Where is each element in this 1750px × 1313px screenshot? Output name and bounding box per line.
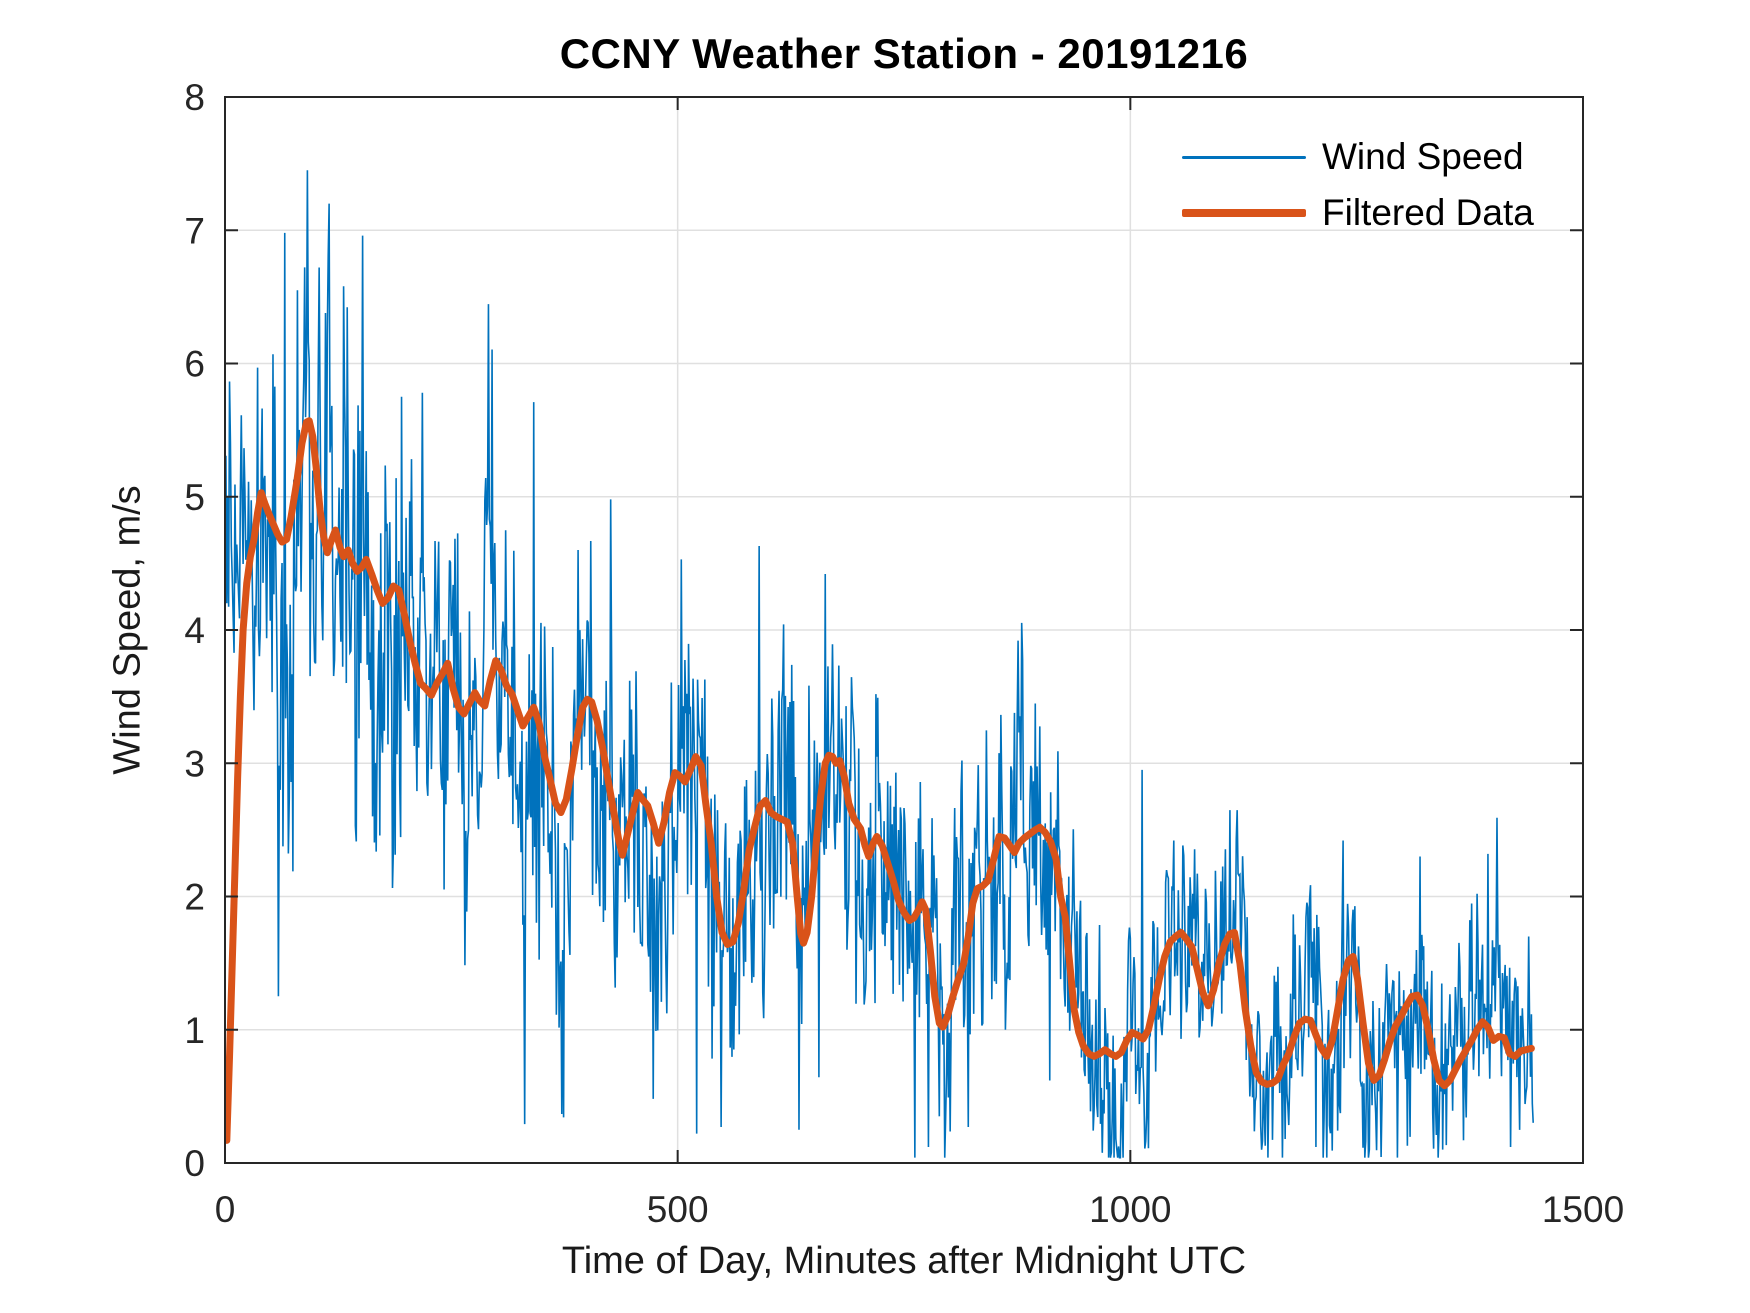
y-tick-label: 8 xyxy=(184,77,205,118)
y-tick-label: 4 xyxy=(184,610,205,651)
y-tick-label: 3 xyxy=(184,743,205,784)
x-tick-label: 500 xyxy=(647,1189,709,1230)
legend: Wind Speed Filtered Data xyxy=(1182,134,1534,236)
y-tick-label: 7 xyxy=(184,210,205,251)
y-axis-label: Wind Speed, m/s xyxy=(106,485,149,775)
x-tick-label: 0 xyxy=(215,1189,236,1230)
filtered-data-line-sample xyxy=(1182,209,1306,217)
x-tick-label: 1500 xyxy=(1542,1189,1624,1230)
y-tick-label: 0 xyxy=(184,1143,205,1184)
legend-label-filtered-data: Filtered Data xyxy=(1322,192,1534,233)
legend-item-wind-speed: Wind Speed xyxy=(1182,134,1534,180)
x-axis-label: Time of Day, Minutes after Midnight UTC xyxy=(561,1240,1247,1282)
y-tick-label: 1 xyxy=(184,1010,205,1051)
chart-title: CCNY Weather Station - 20191216 xyxy=(559,30,1249,77)
legend-item-filtered-data: Filtered Data xyxy=(1182,190,1534,236)
x-tick-label: 1000 xyxy=(1089,1189,1171,1230)
y-tick-label: 5 xyxy=(184,477,205,518)
y-tick-label: 2 xyxy=(184,877,205,918)
axes-box xyxy=(224,96,1584,1164)
legend-label-wind-speed: Wind Speed xyxy=(1322,136,1524,177)
wind-speed-line-sample xyxy=(1182,155,1306,159)
y-tick-label: 6 xyxy=(184,344,205,385)
filtered-data-line xyxy=(226,417,1535,1144)
